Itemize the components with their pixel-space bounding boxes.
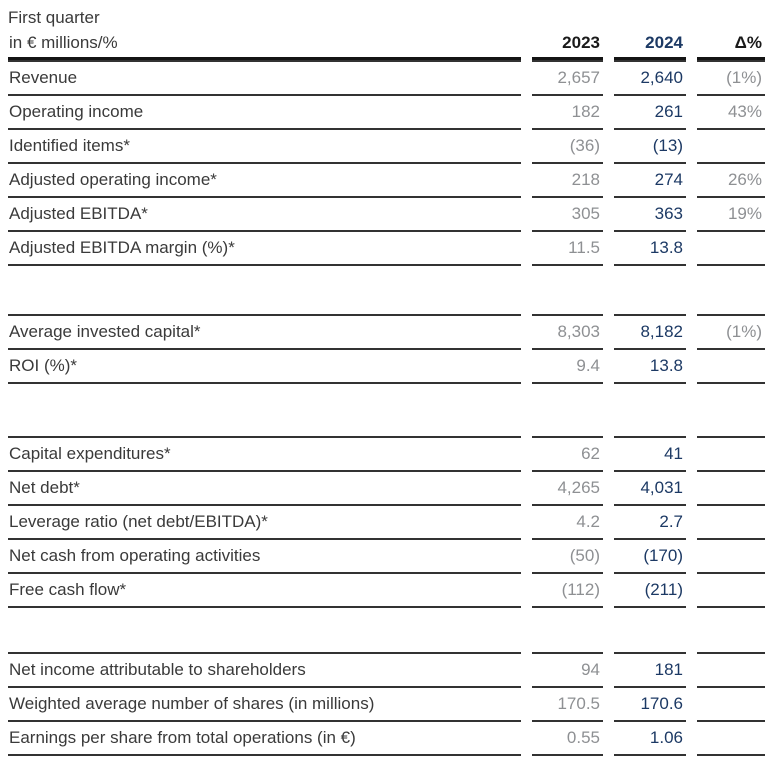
value-delta xyxy=(697,472,765,506)
column-header-2023: 2023 xyxy=(532,30,603,60)
value-2023: 305 xyxy=(532,198,603,232)
value-2023: 2,657 xyxy=(532,60,603,96)
row-group-invested-capital: Average invested capital* 8,303 8,182 (1%) R… xyxy=(8,314,770,384)
value-2024: 13.8 xyxy=(614,350,686,384)
value-2024: 181 xyxy=(614,652,686,688)
value-2023: 170.5 xyxy=(532,688,603,722)
table-row: Average invested capital* 8,303 8,182 (1%) xyxy=(8,314,765,350)
table-body: Revenue 2,657 2,640 (1%) Operating income 182… xyxy=(8,60,770,756)
row-label: Leverage ratio (net debt/EBITDA)* xyxy=(8,506,521,540)
unit-label: in € millions/% xyxy=(8,30,521,60)
column-header-2024: 2024 xyxy=(614,30,686,60)
value-delta xyxy=(697,574,765,608)
value-2023: (50) xyxy=(532,540,603,574)
value-delta xyxy=(697,506,765,540)
table-row: Weighted average number of shares (in mi… xyxy=(8,688,765,722)
value-2024: 2.7 xyxy=(614,506,686,540)
value-2023: 94 xyxy=(532,652,603,688)
row-label: Earnings per share from total operations… xyxy=(8,722,521,756)
value-2024: 363 xyxy=(614,198,686,232)
row-group-income: Revenue 2,657 2,640 (1%) Operating income 182… xyxy=(8,60,770,266)
row-group-cash-and-debt: Capital expenditures* 62 41 Net debt* 4,265 4… xyxy=(8,436,770,608)
table-row: Identified items* (36) (13) xyxy=(8,130,765,164)
value-delta xyxy=(697,652,765,688)
row-label: Net debt* xyxy=(8,472,521,506)
table-row: Adjusted operating income* 218 274 26% xyxy=(8,164,765,198)
value-2024: 2,640 xyxy=(614,60,686,96)
row-label: Adjusted EBITDA margin (%)* xyxy=(8,232,521,266)
value-2023: 8,303 xyxy=(532,314,603,350)
row-label: Free cash flow* xyxy=(8,574,521,608)
row-label: Adjusted EBITDA* xyxy=(8,198,521,232)
value-2023: 0.55 xyxy=(532,722,603,756)
row-label: Capital expenditures* xyxy=(8,436,521,472)
value-2024: 13.8 xyxy=(614,232,686,266)
value-2024: 170.6 xyxy=(614,688,686,722)
value-2024: 274 xyxy=(614,164,686,198)
row-label: Adjusted operating income* xyxy=(8,164,521,198)
value-2023: 11.5 xyxy=(532,232,603,266)
value-2023: 9.4 xyxy=(532,350,603,384)
row-label: ROI (%)* xyxy=(8,350,521,384)
value-delta xyxy=(697,130,765,164)
table-row: Capital expenditures* 62 41 xyxy=(8,436,765,472)
row-label: Weighted average number of shares (in mi… xyxy=(8,688,521,722)
page-title: First quarter xyxy=(8,8,100,27)
table-row: Net cash from operating activities (50) (1… xyxy=(8,540,765,574)
table-row: Adjusted EBITDA margin (%)* 11.5 13.8 xyxy=(8,232,765,266)
value-2024: (170) xyxy=(614,540,686,574)
table-row: Leverage ratio (net debt/EBITDA)* 4.2 2.7 xyxy=(8,506,765,540)
row-label: Average invested capital* xyxy=(8,314,521,350)
value-2024: (211) xyxy=(614,574,686,608)
row-label: Identified items* xyxy=(8,130,521,164)
value-2024: 1.06 xyxy=(614,722,686,756)
value-delta xyxy=(697,232,765,266)
value-delta: 26% xyxy=(697,164,765,198)
table-row: Net income attributable to shareholders 9… xyxy=(8,652,765,688)
value-delta: (1%) xyxy=(697,314,765,350)
table-header: in € millions/% 2023 2024 Δ% xyxy=(8,30,765,60)
value-delta xyxy=(697,540,765,574)
table-row: Revenue 2,657 2,640 (1%) xyxy=(8,60,765,96)
column-header-delta-pct: Δ% xyxy=(697,30,765,60)
value-delta: 19% xyxy=(697,198,765,232)
value-delta xyxy=(697,688,765,722)
value-2024: 8,182 xyxy=(614,314,686,350)
row-label: Operating income xyxy=(8,96,521,130)
value-2024: (13) xyxy=(614,130,686,164)
row-label: Net income attributable to shareholders xyxy=(8,652,521,688)
value-delta: 43% xyxy=(697,96,765,130)
row-label: Revenue xyxy=(8,60,521,96)
table-row: Free cash flow* (112) (211) xyxy=(8,574,765,608)
value-2023: 4,265 xyxy=(532,472,603,506)
value-2024: 4,031 xyxy=(614,472,686,506)
value-2024: 261 xyxy=(614,96,686,130)
row-label: Net cash from operating activities xyxy=(8,540,521,574)
value-2023: 182 xyxy=(532,96,603,130)
value-delta xyxy=(697,436,765,472)
table-row: ROI (%)* 9.4 13.8 xyxy=(8,350,765,384)
value-2023: (112) xyxy=(532,574,603,608)
row-group-per-share: Net income attributable to shareholders 9… xyxy=(8,652,770,756)
value-2023: 4.2 xyxy=(532,506,603,540)
value-delta xyxy=(697,350,765,384)
table-row: Earnings per share from total operations… xyxy=(8,722,765,756)
table-row: Operating income 182 261 43% xyxy=(8,96,765,130)
table-row: Adjusted EBITDA* 305 363 19% xyxy=(8,198,765,232)
value-delta xyxy=(697,722,765,756)
value-2023: (36) xyxy=(532,130,603,164)
table-row: Net debt* 4,265 4,031 xyxy=(8,472,765,506)
value-delta: (1%) xyxy=(697,60,765,96)
value-2024: 41 xyxy=(614,436,686,472)
value-2023: 218 xyxy=(532,164,603,198)
value-2023: 62 xyxy=(532,436,603,472)
